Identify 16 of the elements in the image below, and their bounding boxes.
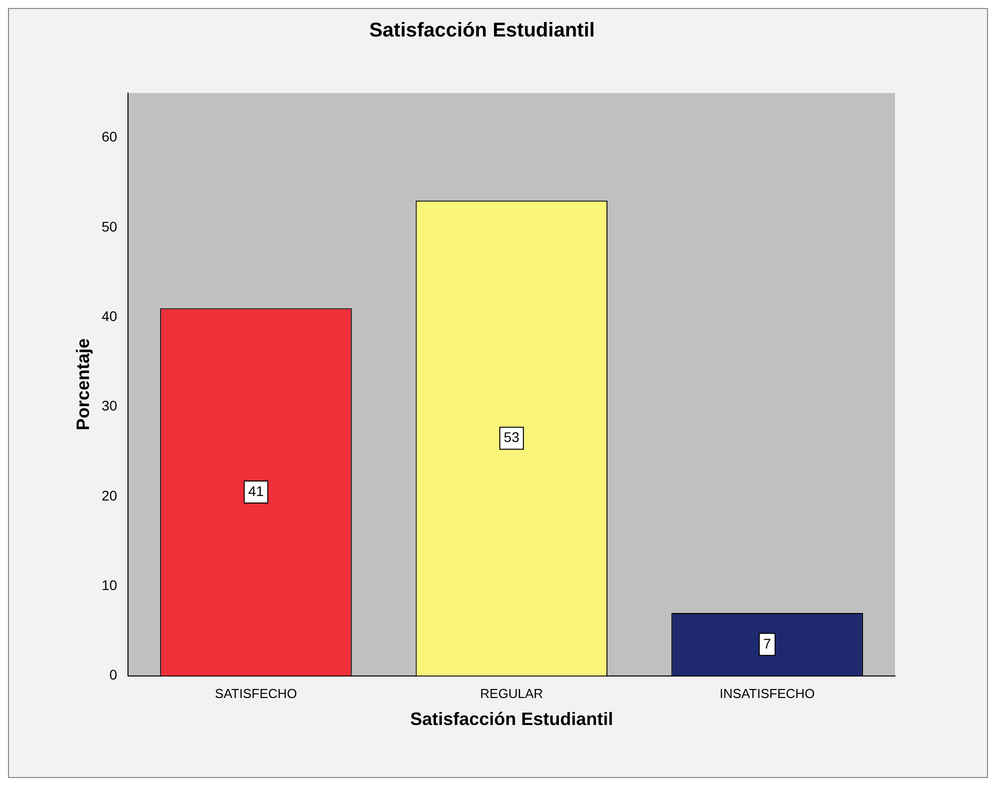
data-label: 7 (763, 635, 772, 652)
y-axis-title: Porcentaje (72, 338, 93, 430)
y-tick-label: 40 (102, 308, 118, 324)
x-axis-title: Satisfacción Estudiantil (410, 709, 614, 730)
x-tick-label: SATISFECHO (214, 686, 298, 702)
data-label: 53 (504, 429, 520, 446)
y-tick-label: 60 (102, 128, 118, 145)
x-tick-label: REGULAR (480, 686, 544, 702)
y-tick-label: 50 (102, 218, 118, 234)
x-tick-label: INSATISFECHO (720, 686, 815, 702)
data-label: 41 (248, 482, 264, 499)
y-tick-label: 0 (109, 666, 118, 683)
y-tick-label: 10 (102, 577, 118, 593)
y-tick-label: 30 (102, 398, 118, 414)
y-tick-label: 20 (102, 487, 118, 504)
chart-title: Satisfacción Estudiantil (369, 20, 595, 42)
